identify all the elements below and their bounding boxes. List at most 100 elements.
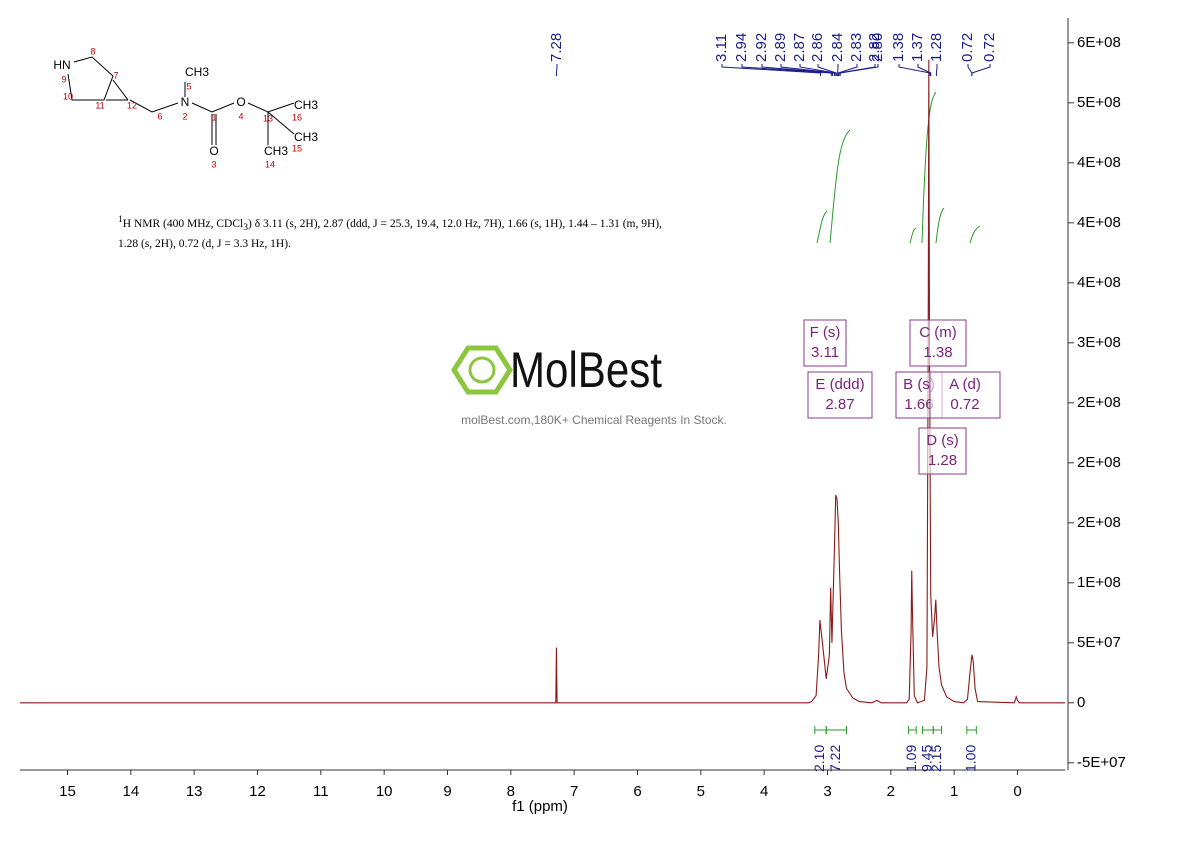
- peak-label: 0.72: [981, 33, 998, 62]
- y-tick-label: 2E+08: [1077, 454, 1121, 471]
- multiplet-box: [929, 371, 1001, 419]
- integral-bracket: [825, 726, 847, 734]
- integral-bracket: [932, 726, 942, 734]
- desc-text: H NMR (400 MHz, CDCl: [122, 217, 244, 230]
- multiplet-box: [803, 319, 847, 367]
- peak-leader: [741, 64, 832, 76]
- multiplet-shift: 0.72: [950, 396, 979, 413]
- x-tick-label: 11: [313, 783, 329, 800]
- multiplet-shift: 1.28: [928, 452, 957, 469]
- atom-number: 4: [238, 111, 243, 121]
- structure-bonds: [67, 56, 295, 145]
- x-tick-label: 7: [570, 783, 578, 800]
- desc-sub: 3: [243, 222, 249, 234]
- multiplet-label: F (s): [810, 324, 841, 341]
- watermark-brand: MolBest: [510, 342, 662, 398]
- atom-label: HN: [53, 58, 70, 72]
- atom-label: CH3: [294, 130, 318, 144]
- atom-number: 6: [157, 111, 162, 121]
- peak-label: 2.86: [809, 33, 826, 62]
- multiplet-shift: 1.38: [923, 344, 952, 361]
- y-tick-label: 3E+08: [1077, 334, 1121, 351]
- integral-label: 7.22: [827, 745, 843, 772]
- peak-leader: [971, 64, 991, 76]
- x-tick-label: 0: [1013, 783, 1021, 800]
- atom-label: O: [209, 144, 218, 158]
- y-tick-label: 6E+08: [1077, 34, 1121, 51]
- x-tick-label: 13: [186, 783, 203, 800]
- peak-label: 2.82: [866, 33, 883, 62]
- integral-curves: [816, 91, 981, 244]
- x-tick-label: 14: [122, 783, 139, 800]
- atom-number: 14: [265, 159, 275, 169]
- peak-label: 1.37: [909, 33, 926, 62]
- atom-number: 7: [113, 70, 118, 80]
- peak-label: 2.92: [753, 33, 770, 62]
- y-tick-label: 4E+08: [1077, 154, 1121, 171]
- peak-leader: [839, 64, 879, 76]
- y-tick-label: -5E+07: [1077, 754, 1126, 771]
- x-tick-label: 2: [887, 783, 895, 800]
- x-tick-label: 4: [760, 783, 768, 800]
- peak-leader: [780, 64, 835, 76]
- y-tick-label: 5E+07: [1077, 634, 1121, 651]
- peak-leader: [555, 64, 558, 76]
- y-tick-label: 4E+08: [1077, 214, 1121, 231]
- atom-label: O: [236, 95, 245, 109]
- multiplet-shift: 3.11: [811, 344, 839, 361]
- y-tick-label: 1E+08: [1077, 574, 1121, 591]
- integral-bracket: [966, 726, 977, 734]
- multiplet-label: E (ddd): [815, 376, 864, 393]
- peak-leader: [898, 64, 931, 76]
- integral-bracket: [908, 726, 917, 734]
- x-tick-label: 15: [59, 783, 76, 800]
- atom-number: 13: [263, 113, 273, 123]
- y-tick-label: 0: [1077, 694, 1085, 711]
- atom-number: 10: [63, 91, 73, 101]
- integral-label: 9.45: [919, 745, 935, 772]
- peak-leader: [817, 64, 837, 76]
- desc-sup: 1: [118, 214, 123, 225]
- x-tick-label: 12: [249, 783, 266, 800]
- atom-number: 5: [186, 81, 191, 91]
- atom-number: 2: [182, 111, 187, 121]
- desc-text: ) δ 3.11 (s, 2H), 2.87 (ddd, J = 25.3, 1…: [118, 217, 662, 251]
- atom-label: CH3: [294, 98, 318, 112]
- multiplet-box: [909, 319, 967, 367]
- peak-label: 2.89: [772, 33, 789, 62]
- peak-leader: [799, 64, 837, 76]
- peak-label: 2.80: [869, 33, 886, 62]
- integral-label: 1.00: [962, 745, 978, 772]
- x-tick-label: 1: [950, 783, 958, 800]
- atom-number: 15: [292, 143, 302, 153]
- watermark-tagline: molBest.com,180K+ Chemical Reagents In S…: [461, 413, 727, 427]
- integral-bracket: [922, 726, 934, 734]
- multiplet-label: B (s): [903, 376, 935, 393]
- y-tick-label: 5E+08: [1077, 94, 1121, 111]
- peak-leader: [967, 64, 973, 76]
- multiplet-label: A (d): [949, 376, 981, 393]
- x-axis-label: f1 (ppm): [512, 798, 568, 815]
- atom-number: 8: [90, 46, 95, 56]
- peak-label: 1.38: [890, 33, 907, 62]
- integral-label: 1.09: [903, 745, 919, 772]
- peak-leader: [761, 64, 834, 76]
- multiplet-box: [807, 371, 873, 419]
- peak-leader: [721, 64, 822, 76]
- atom-number: 11: [95, 100, 104, 110]
- integral-label: 2.10: [811, 745, 827, 772]
- y-tick-label: 4E+08: [1077, 274, 1121, 291]
- atom-number: 16: [292, 112, 302, 122]
- atom-number: 12: [127, 100, 137, 110]
- multiplet-label: D (s): [926, 432, 959, 449]
- x-tick-label: 3: [823, 783, 831, 800]
- peak-leader: [837, 64, 858, 76]
- peak-label: 2.94: [733, 33, 750, 62]
- peak-leader: [935, 64, 938, 76]
- peak-label: 2.83: [848, 33, 865, 62]
- nmr-description: 1H NMR (400 MHz, CDCl3) δ 3.11 (s, 2H), …: [118, 212, 663, 252]
- multiplet-shift: 2.87: [825, 396, 854, 413]
- peak-label: 3.11: [713, 34, 730, 62]
- multiplet-shift: 1.66: [904, 396, 933, 413]
